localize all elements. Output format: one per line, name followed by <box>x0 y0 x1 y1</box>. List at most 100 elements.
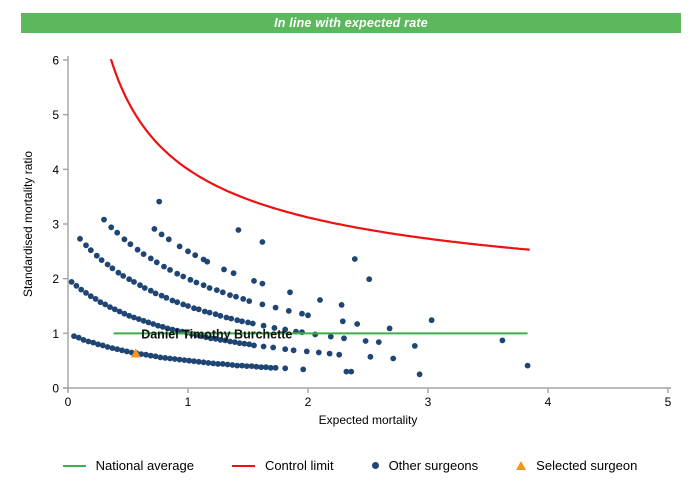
scatter-point <box>239 318 245 325</box>
legend-item-selected-surgeon: Selected surgeon <box>516 458 637 473</box>
scatter-point <box>123 348 130 355</box>
x-tick-label: 3 <box>425 395 432 409</box>
scatter-point <box>153 259 160 266</box>
scatter-point <box>263 364 269 371</box>
legend-label: Control limit <box>264 458 334 473</box>
scatter-point <box>185 248 191 255</box>
scatter-point <box>271 325 278 331</box>
scatter-point <box>213 287 220 293</box>
scatter-point <box>150 321 157 327</box>
scatter-point <box>338 302 345 308</box>
scatter-point <box>348 368 355 375</box>
legend-item-other-surgeons: Other surgeons <box>371 458 478 473</box>
scatter-point <box>180 301 187 308</box>
scatter-point <box>181 357 188 363</box>
scatter-point <box>99 342 106 349</box>
scatter-point <box>260 343 267 350</box>
scatter-point <box>272 304 279 311</box>
scatter-point <box>246 341 253 348</box>
scatter-point <box>235 227 242 233</box>
funnel-plot-chart: 0 1 2 3 4 5 6 0 1 2 3 4 5 Daniel Timothy Burchette Ex… <box>21 54 672 428</box>
scatter-point <box>83 290 89 296</box>
scatter-point <box>339 318 346 325</box>
scatter-point <box>219 289 226 296</box>
scatter-point <box>195 306 202 313</box>
scatter-point <box>165 236 172 243</box>
scatter-point <box>80 337 87 343</box>
scatter-point <box>151 226 158 232</box>
scatter-point <box>176 243 183 250</box>
scatter-point <box>258 364 265 371</box>
scatter-point <box>390 355 397 362</box>
scatter-point <box>147 287 154 294</box>
scatter-point <box>155 322 161 329</box>
scatter-point <box>157 354 164 361</box>
scatter-point <box>366 276 373 283</box>
x-tick-label: 1 <box>185 395 192 409</box>
scatter-point <box>272 364 279 371</box>
scatter-point <box>163 294 170 301</box>
scatter-point <box>97 299 104 306</box>
scatter-point <box>223 314 230 321</box>
x-axis-title: Expected mortality <box>319 413 418 427</box>
scatter-point <box>326 350 333 357</box>
y-tick-label: 6 <box>52 54 59 68</box>
control-limit-curve <box>110 58 530 251</box>
selected-surgeon-triangle-icon <box>516 461 527 470</box>
scatter-point <box>186 357 193 364</box>
scatter-point <box>230 270 237 277</box>
chart-legend: National average Control limit Other sur… <box>0 458 700 473</box>
scatter-point <box>240 296 247 302</box>
scatter-point <box>119 347 125 354</box>
scatter-point <box>317 297 323 303</box>
scatter-point <box>212 335 219 342</box>
scatter-point <box>287 289 293 296</box>
scatter-point <box>78 286 85 293</box>
scatter-point <box>212 311 219 318</box>
scatter-point <box>248 363 255 369</box>
scatter-point <box>341 335 347 342</box>
scatter-point <box>77 235 83 242</box>
scatter-point <box>134 246 141 253</box>
scatter-point <box>375 339 382 345</box>
scatter-point <box>285 308 292 314</box>
scatter-point <box>259 280 266 287</box>
scatter-point <box>305 312 311 319</box>
scatter-point <box>206 309 213 316</box>
scatter-point <box>92 296 99 302</box>
scatter-point <box>167 355 173 362</box>
scatter-point <box>187 276 194 283</box>
scatter-point <box>131 279 137 285</box>
scatter-point <box>185 303 191 309</box>
scatter-point <box>315 349 322 356</box>
scatter-point <box>101 216 107 223</box>
scatter-point <box>367 353 374 360</box>
scatter-point <box>270 344 277 351</box>
scatter-point <box>145 319 152 326</box>
scatter-point <box>171 356 178 362</box>
scatter-point <box>251 342 257 349</box>
scatter-point <box>222 337 229 344</box>
scatter-point <box>162 355 169 361</box>
scatter-point <box>221 266 227 273</box>
scatter-point <box>206 285 213 291</box>
scatter-point <box>428 317 435 324</box>
y-tick-label: 5 <box>52 108 59 122</box>
legend-label: Selected surgeon <box>536 458 638 473</box>
scatter-point <box>164 325 171 332</box>
scatter-point <box>246 298 253 304</box>
scatter-point <box>251 278 257 284</box>
legend-item-control-limit: Control limit <box>231 458 334 473</box>
scatter-point <box>224 361 231 368</box>
national-average-line-icon <box>62 464 86 467</box>
scatter-point <box>120 273 127 279</box>
scatter-point <box>282 326 289 333</box>
scatter-point <box>351 256 358 262</box>
scatter-point <box>114 229 121 236</box>
scatter-point <box>109 265 116 272</box>
scatter-point <box>147 255 154 262</box>
scatter-point <box>215 361 221 367</box>
scatter-point <box>200 282 207 289</box>
scatter-point <box>176 356 183 363</box>
scatter-point <box>354 321 361 327</box>
